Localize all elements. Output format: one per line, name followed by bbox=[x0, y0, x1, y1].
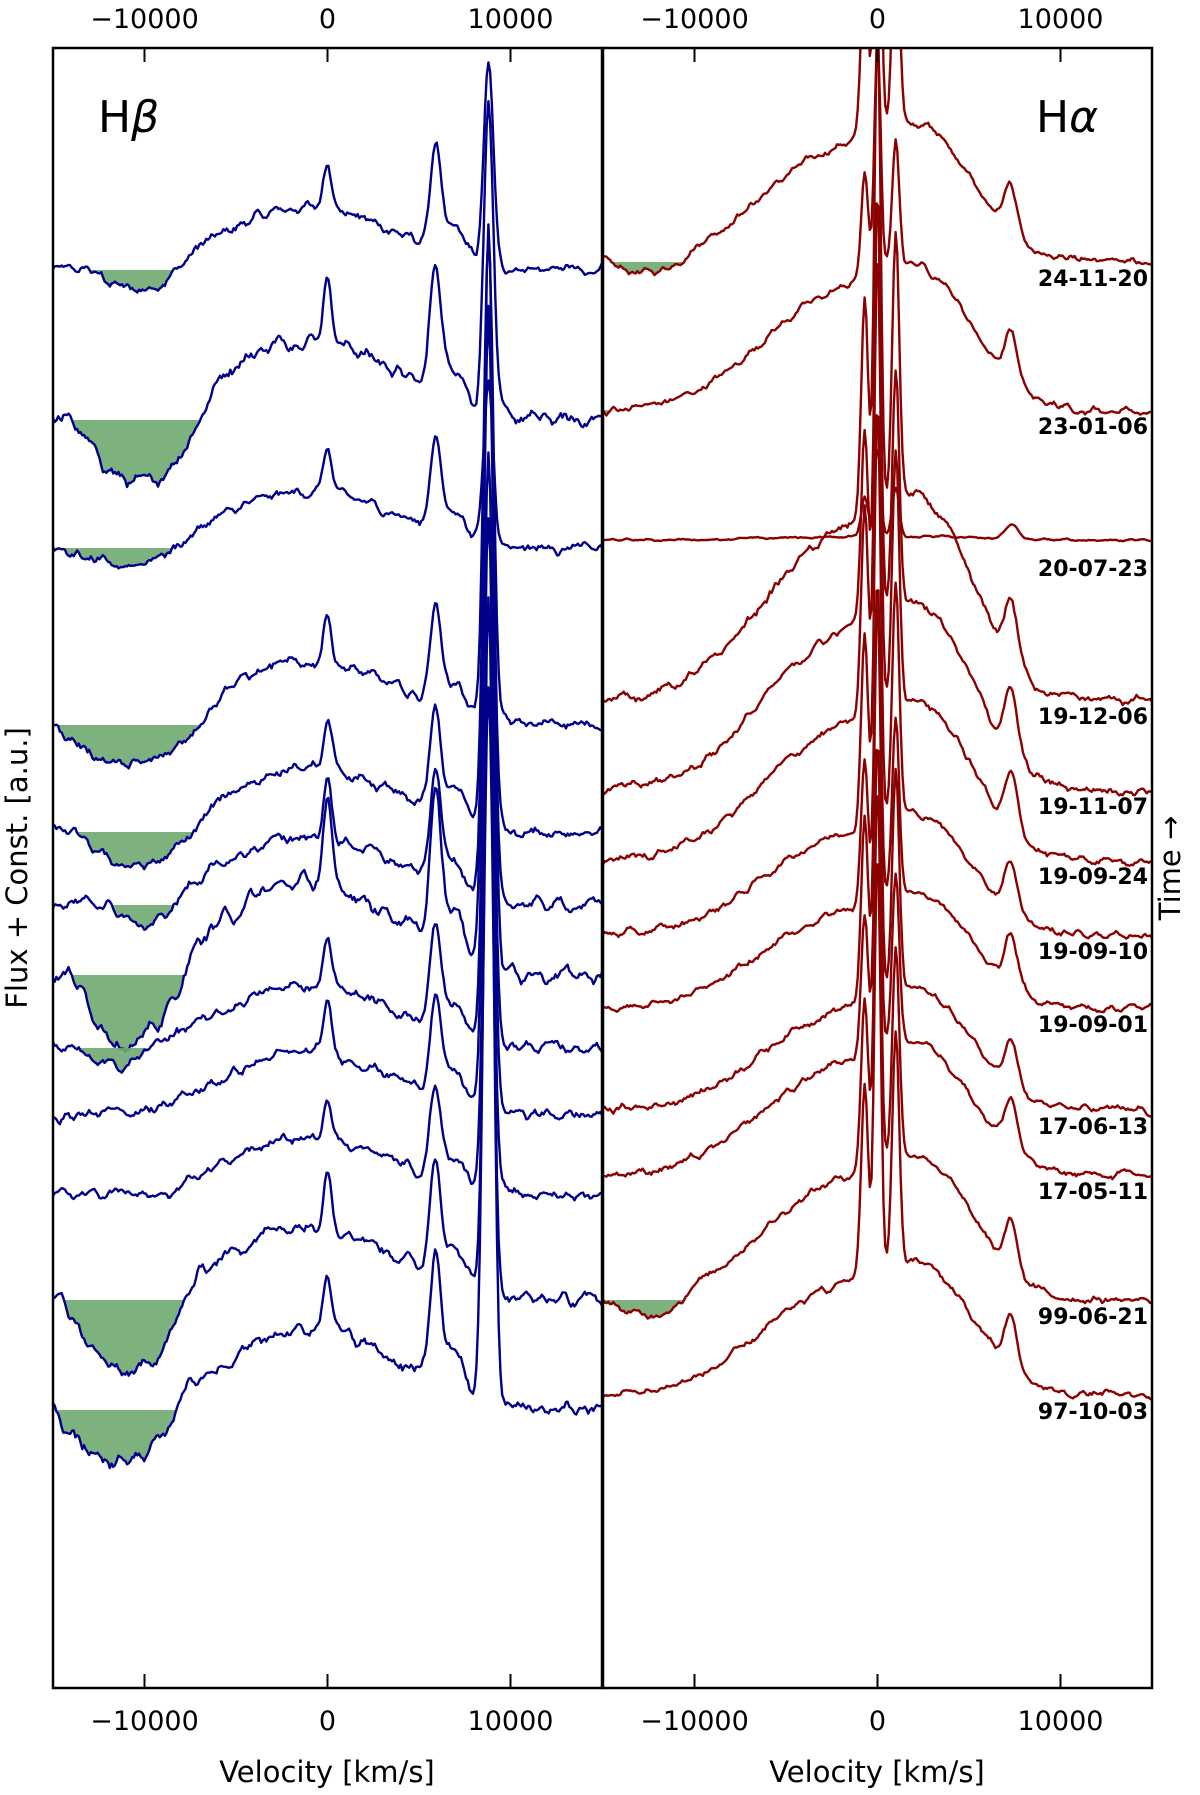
epoch-label: 19-12-06 bbox=[1038, 705, 1148, 730]
hbeta-spectrum-19-09-01 bbox=[53, 451, 602, 1074]
halpha-panel-label: Hα bbox=[1036, 92, 1098, 143]
halpha-spectrum-17-06-13 bbox=[603, 607, 1152, 1118]
absorption-shading bbox=[62, 1300, 200, 1376]
halpha-spectrum-20-07-23 bbox=[603, 449, 1152, 543]
hbeta-spectrum-23-01-06 bbox=[53, 100, 602, 489]
hbeta-spectrum-19-09-10 bbox=[53, 223, 602, 1053]
epoch-label: 19-09-10 bbox=[1038, 940, 1148, 965]
x-tick-label-bottom: 10000 bbox=[1018, 1706, 1104, 1737]
y-axis-title: Flux + Const. [a.u.] bbox=[0, 727, 34, 1009]
halpha-spectrum-19-11-07 bbox=[603, 202, 1152, 797]
halpha-spectrum-17-05-11 bbox=[603, 748, 1152, 1181]
x-tick-label-bottom: 10000 bbox=[468, 1706, 554, 1737]
x-tick-label-top: 0 bbox=[869, 4, 886, 35]
hbeta-panel-label: Hβ bbox=[98, 92, 159, 143]
left-x-axis-title: Velocity [km/s] bbox=[219, 1755, 435, 1789]
x-tick-label-top: 10000 bbox=[1018, 4, 1104, 35]
x-tick-label-bottom: −10000 bbox=[640, 1706, 749, 1737]
x-tick-label-bottom: 0 bbox=[869, 1706, 886, 1737]
hbeta-spectrum-19-09-24 bbox=[53, 319, 602, 931]
epoch-label: 19-11-07 bbox=[1038, 795, 1148, 820]
halpha-spectrum-19-09-10 bbox=[603, 414, 1152, 940]
halpha-spectra bbox=[603, 48, 1152, 1401]
absorption-shading bbox=[53, 1410, 191, 1468]
hbeta-spectrum-24-11-20 bbox=[53, 61, 602, 294]
time-arrow-label: Time → bbox=[1153, 816, 1187, 922]
hbeta-spectrum-17-06-13 bbox=[53, 517, 602, 1126]
epoch-label: 17-06-13 bbox=[1038, 1115, 1148, 1140]
hbeta-spectra bbox=[53, 61, 602, 1470]
right-x-axis-title: Velocity [km/s] bbox=[769, 1755, 985, 1789]
halpha-spectrum-99-06-21 bbox=[603, 795, 1152, 1320]
hbeta-spectrum-97-10-03 bbox=[53, 596, 602, 1470]
x-tick-label-top: 10000 bbox=[468, 4, 554, 35]
hbeta-spectrum-17-05-11 bbox=[53, 686, 602, 1202]
epoch-label: 19-09-24 bbox=[1038, 865, 1148, 890]
epoch-label: 97-10-03 bbox=[1038, 1400, 1148, 1425]
epoch-label: 24-11-20 bbox=[1038, 267, 1148, 292]
halpha-spectrum-97-10-03 bbox=[603, 863, 1152, 1401]
epoch-label: 23-01-06 bbox=[1038, 415, 1148, 440]
epoch-labels: 24-11-20 23-01-06 20-07-23 19-12-06 19-11-07… bbox=[1038, 267, 1148, 1425]
x-tick-label-bottom: −10000 bbox=[90, 1706, 199, 1737]
absorption-shading bbox=[71, 1048, 163, 1073]
halpha-spectrum-19-09-24 bbox=[603, 262, 1152, 867]
epoch-label: 99-06-21 bbox=[1038, 1305, 1148, 1330]
halpha-spectrum-19-12-06 bbox=[603, 48, 1152, 707]
hbeta-spectrum-99-06-21 bbox=[53, 688, 602, 1377]
epoch-label: 19-09-01 bbox=[1038, 1013, 1148, 1038]
hbeta-spectrum-19-12-06 bbox=[53, 236, 602, 770]
absorption-shading bbox=[71, 975, 200, 1052]
hbeta-spectrum-19-11-07 bbox=[53, 304, 602, 871]
absorption-shading bbox=[89, 270, 200, 293]
x-tick-label-top: −10000 bbox=[90, 4, 199, 35]
x-tick-label-top: 0 bbox=[319, 4, 336, 35]
epoch-label: 17-05-11 bbox=[1038, 1180, 1148, 1205]
x-tick-label-bottom: 0 bbox=[319, 1706, 336, 1737]
axis-ticks: −10000 −10000 0 0 10000 10000 −10000 −10000 0 0 10… bbox=[90, 4, 1103, 1737]
epoch-label: 20-07-23 bbox=[1038, 557, 1148, 582]
absorption-shading bbox=[603, 1300, 704, 1319]
halpha-spectrum-24-11-20 bbox=[603, 48, 1152, 277]
x-tick-label-top: −10000 bbox=[640, 4, 749, 35]
absorption-shading bbox=[71, 420, 222, 487]
halpha-spectrum-19-09-01 bbox=[603, 589, 1152, 1014]
hbeta-spectrum-20-07-23 bbox=[53, 379, 602, 570]
